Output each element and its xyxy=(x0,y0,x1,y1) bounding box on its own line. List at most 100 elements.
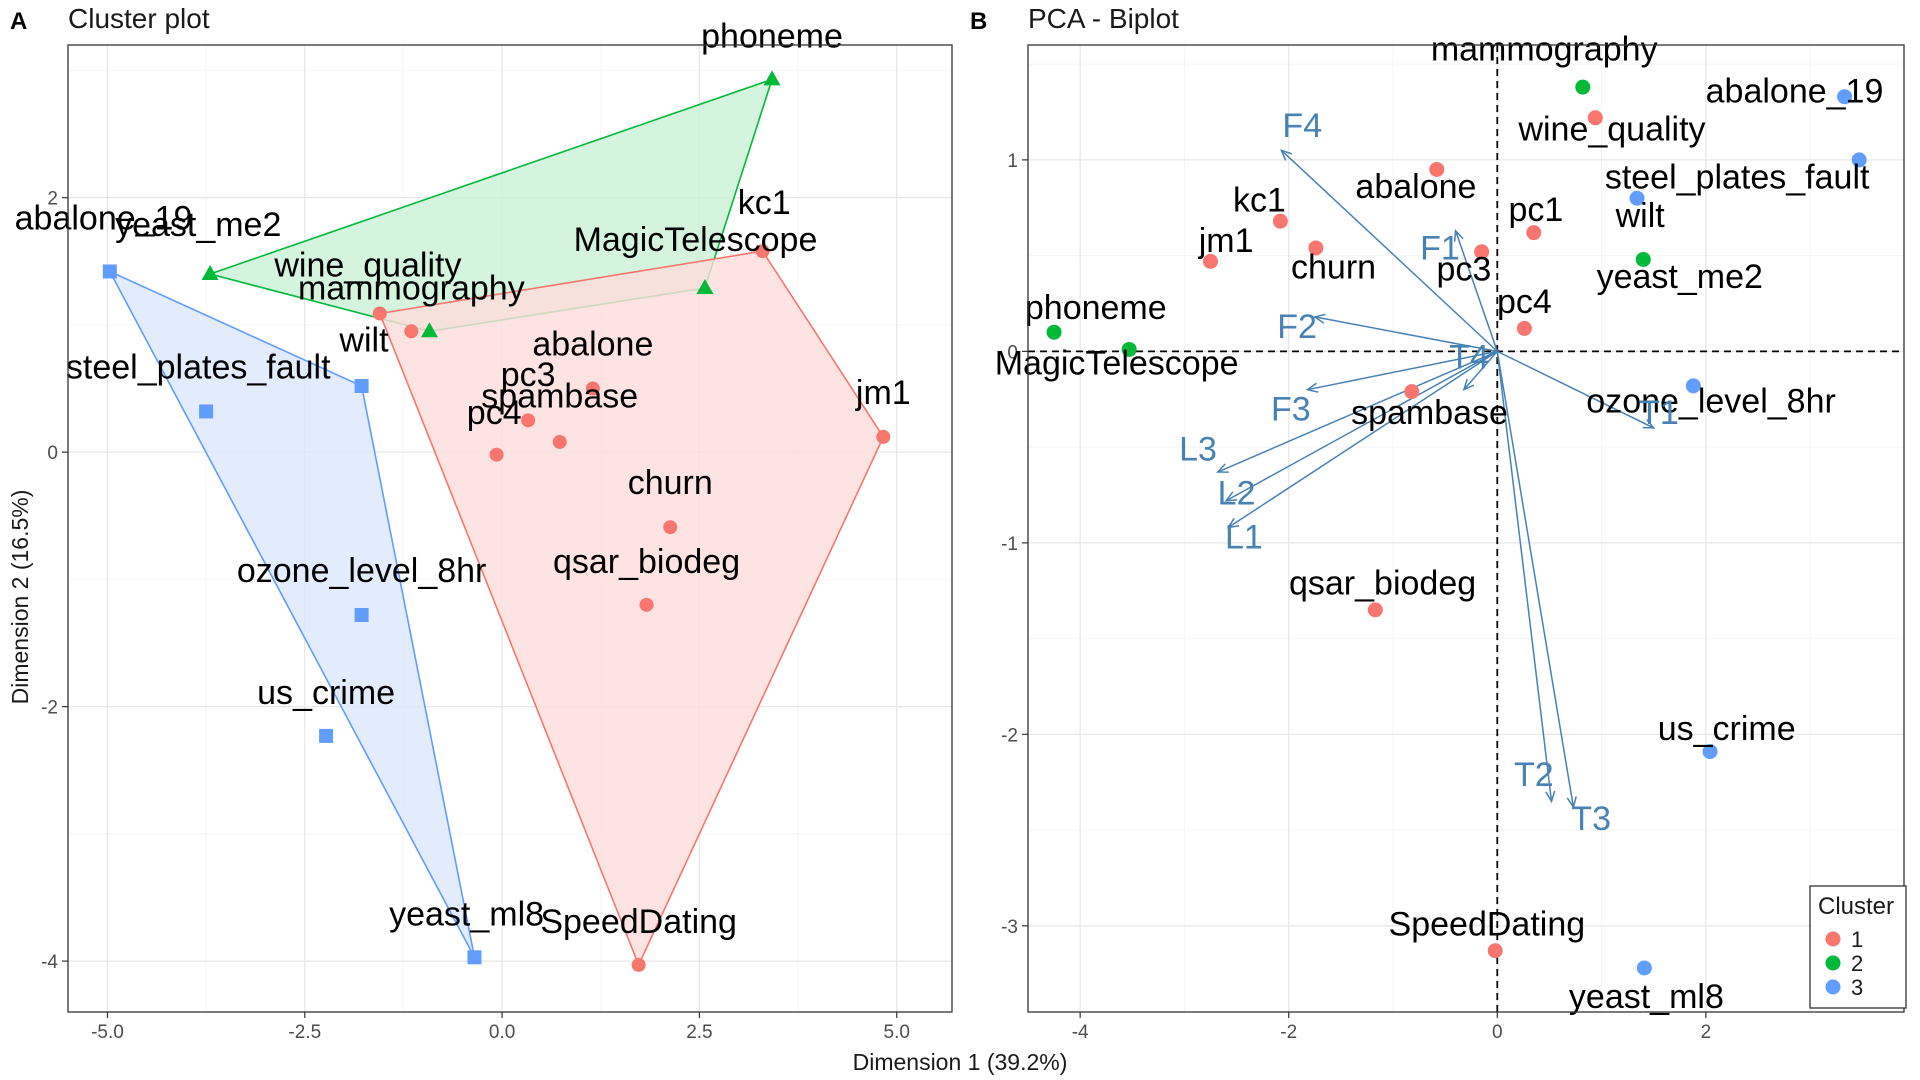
label-b-jm1: jm1 xyxy=(1198,222,1254,260)
panel-b-x-tick-label: 0 xyxy=(1492,1022,1503,1043)
point-b-steel-plates-fault xyxy=(1851,152,1867,168)
label-b-qsar-biodeg: qsar_biodeg xyxy=(1289,565,1476,603)
point-a-qsar-biodeg xyxy=(639,597,654,612)
label-a-qsar-biodeg: qsar_biodeg xyxy=(553,543,740,581)
label-a-wine-quality: wine_quality xyxy=(273,247,461,285)
arrow-f3 xyxy=(1307,350,1498,391)
label-b-yeast-ml8: yeast_ml8 xyxy=(1569,978,1724,1016)
arrowhead-f4 xyxy=(1280,149,1293,161)
panel-a-border xyxy=(67,44,953,1013)
label-b-spambase: spambase xyxy=(1351,394,1508,432)
point-a-steel-plates-fault xyxy=(199,404,214,419)
legend-swatch-3 xyxy=(1825,979,1841,995)
arrow-f4 xyxy=(1280,149,1498,352)
point-b-abalone xyxy=(1429,161,1445,177)
arrow-t3 xyxy=(1496,351,1575,808)
panel-b-gridlines xyxy=(1028,45,1904,1012)
point-b-mammography xyxy=(1575,79,1591,95)
panel-a-x-tick-label: -2.5 xyxy=(288,1022,321,1043)
label-b-abalone-19: abalone_19 xyxy=(1706,72,1884,110)
panel-b-x-tick-label: -4 xyxy=(1072,1022,1089,1043)
label-b-pc1: pc1 xyxy=(1508,191,1563,229)
panel-b-y-tick-label: -3 xyxy=(1001,917,1018,938)
point-a-us-crime xyxy=(319,728,334,743)
panel-b-x-tick-label: 2 xyxy=(1701,1022,1712,1043)
label-a-churn: churn xyxy=(628,464,713,502)
point-b-wine-quality xyxy=(1587,110,1603,126)
arrow-t4 xyxy=(1463,350,1498,391)
panel-a-x-tick-label: 0.0 xyxy=(489,1022,515,1043)
label-a-wilt: wilt xyxy=(338,322,389,360)
arrowhead-f2 xyxy=(1312,313,1326,324)
arrow-l3 xyxy=(1217,350,1498,473)
variable-label-l1: L1 xyxy=(1225,519,1263,557)
point-a-wine-quality xyxy=(372,306,387,321)
label-b-phoneme: phoneme xyxy=(1025,289,1167,327)
point-a-abalone-19 xyxy=(102,264,117,279)
label-a-kc1: kc1 xyxy=(738,184,791,222)
point-a-phoneme xyxy=(763,70,781,86)
panel-b-y-tick-label: 0 xyxy=(1007,342,1018,363)
panel-a-tag: A xyxy=(10,8,27,35)
arrowhead-t4 xyxy=(1462,378,1475,392)
point-a-jm1 xyxy=(876,429,891,444)
point-a-kc1 xyxy=(755,244,770,259)
legend-label-2: 2 xyxy=(1851,951,1863,976)
point-b-qsar-biodeg xyxy=(1367,602,1383,618)
arrowhead-t1 xyxy=(1642,419,1656,429)
label-b-churn: churn xyxy=(1291,249,1376,287)
point-b-yeast-ml8 xyxy=(1636,960,1652,976)
arrow-l1 xyxy=(1227,350,1498,529)
arrowhead-l3 xyxy=(1216,463,1229,473)
arrow-t2 xyxy=(1496,351,1553,802)
label-a-abalone-19: abalone_19 xyxy=(15,199,193,237)
arrowhead-t3 xyxy=(1566,796,1577,809)
point-b-pc4 xyxy=(1516,320,1532,336)
label-b-mammography: mammography xyxy=(1431,30,1658,68)
label-a-magictelescope: MagicTelescope xyxy=(574,221,818,259)
label-b-abalone: abalone xyxy=(1355,168,1476,206)
x-axis-title: Dimension 1 (39.2%) xyxy=(853,1049,1068,1075)
panel-b-title: PCA - Biplot xyxy=(1028,3,1179,34)
label-b-pc3: pc3 xyxy=(1437,251,1492,289)
arrow-f1 xyxy=(1454,230,1498,352)
arrow-t1 xyxy=(1496,350,1655,429)
label-a-pc3: pc3 xyxy=(501,356,556,394)
label-a-speeddating: SpeedDating xyxy=(540,903,737,941)
label-b-steel-plates-fault: steel_plates_fault xyxy=(1605,159,1870,197)
point-b-pc3 xyxy=(1474,244,1490,260)
point-a-speeddating xyxy=(631,957,646,972)
point-b-ozone-level-8hr xyxy=(1685,378,1701,394)
point-a-pc1 xyxy=(404,324,419,339)
point-a-churn xyxy=(663,520,678,535)
point-b-phoneme xyxy=(1046,324,1062,340)
point-a-spambase xyxy=(552,434,567,449)
point-a-pc3 xyxy=(521,413,536,428)
point-a-wilt xyxy=(354,378,369,393)
point-b-churn xyxy=(1308,240,1324,256)
panel-b-y-tick-label: 1 xyxy=(1007,151,1018,172)
cluster-hull-3 xyxy=(108,269,476,958)
cluster-hulls xyxy=(108,78,885,967)
variable-label-t4: T4 xyxy=(1449,339,1489,377)
biplot-points xyxy=(1046,79,1867,976)
variable-label-f1: F1 xyxy=(1420,229,1460,267)
panel-pca-biplot: B PCA - Biplot -4 -2 0 2-3-2-101mammography… xyxy=(970,3,1907,1043)
label-a-jm1: jm1 xyxy=(855,374,911,412)
panel-b-tag: B xyxy=(970,8,987,35)
panel-b-x-tick-label: -2 xyxy=(1280,1022,1297,1043)
panel-a-y-tick-label: 0 xyxy=(47,443,58,464)
label-a-pc4: pc4 xyxy=(467,394,522,432)
panel-a-x-tick-label: 2.5 xyxy=(686,1022,712,1043)
point-b-pc1 xyxy=(1526,225,1542,241)
label-b-magictelescope: MagicTelescope xyxy=(995,344,1239,382)
variable-label-t3: T3 xyxy=(1571,800,1611,838)
point-a-pc4 xyxy=(489,447,504,462)
label-a-abalone: abalone xyxy=(532,325,653,363)
point-b-abalone-19 xyxy=(1837,89,1853,105)
point-a-abalone xyxy=(585,381,600,396)
